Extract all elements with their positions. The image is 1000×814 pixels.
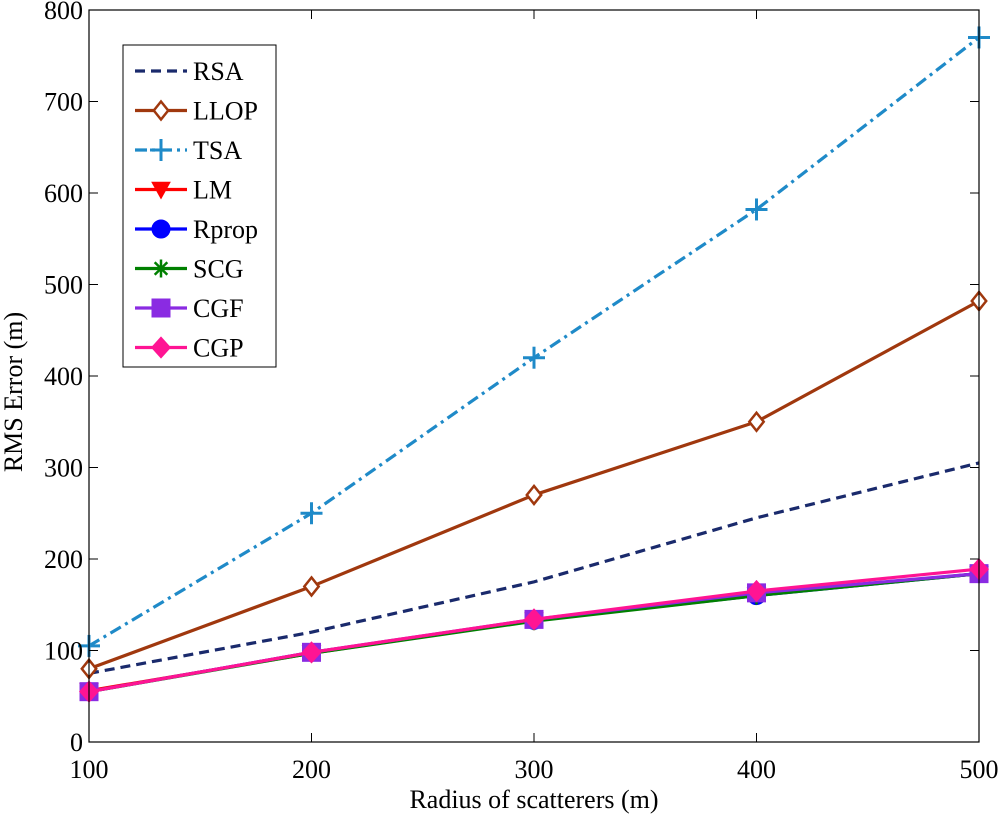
legend-item-tsa: TSA bbox=[135, 136, 242, 165]
legend-label: CGF bbox=[193, 294, 244, 323]
series-cgf bbox=[79, 564, 989, 702]
legend-item-cgf: CGF bbox=[135, 294, 244, 323]
legend-item-rsa: RSA bbox=[135, 57, 244, 86]
y-axis-label: RMS Error (m) bbox=[0, 312, 28, 472]
data-point bbox=[525, 483, 543, 506]
data-point bbox=[745, 198, 768, 221]
data-point bbox=[301, 641, 322, 664]
legend-marker bbox=[151, 298, 171, 318]
legend-item-llop: LLOP bbox=[135, 97, 258, 126]
series-line bbox=[88, 461, 980, 675]
series-line bbox=[88, 572, 980, 694]
legend-label: Rprop bbox=[193, 215, 258, 244]
legend-box bbox=[122, 44, 277, 368]
y-tick-label: 700 bbox=[44, 88, 83, 117]
legend-item-lm: LM bbox=[135, 176, 232, 205]
series-rsa bbox=[88, 461, 980, 675]
data-point bbox=[746, 579, 767, 603]
series-line bbox=[88, 572, 980, 694]
legend-label: SCG bbox=[193, 255, 244, 284]
legend-label: LM bbox=[193, 176, 232, 205]
data-point bbox=[747, 410, 766, 433]
x-tick-label: 200 bbox=[292, 755, 331, 784]
legend-item-rprop: Rprop bbox=[135, 215, 258, 244]
legend: RSA LLOP TSA LM Rprop SCG CGF CGP bbox=[122, 44, 277, 368]
series-line bbox=[88, 572, 980, 694]
legend-label: RSA bbox=[193, 57, 244, 86]
legend-marker bbox=[151, 219, 171, 239]
data-point bbox=[302, 575, 321, 598]
y-tick-label: 400 bbox=[44, 362, 83, 391]
x-tick-label: 100 bbox=[70, 755, 109, 784]
legend-label: LLOP bbox=[193, 97, 258, 126]
data-point bbox=[523, 346, 545, 369]
legend-marker bbox=[151, 181, 171, 200]
legend-marker bbox=[152, 99, 170, 122]
y-tick-label: 300 bbox=[44, 454, 83, 483]
y-tick-label: 200 bbox=[44, 545, 83, 574]
legend-item-scg: SCG bbox=[135, 255, 244, 284]
x-tick-label: 500 bbox=[960, 755, 999, 784]
y-tick-label: 600 bbox=[44, 179, 83, 208]
y-tick-label: 800 bbox=[44, 0, 83, 25]
legend-marker bbox=[150, 336, 172, 359]
x-tick-label: 300 bbox=[515, 755, 554, 784]
data-point bbox=[523, 608, 545, 631]
x-tick-label: 400 bbox=[737, 755, 776, 784]
data-point bbox=[300, 502, 323, 525]
legend-marker bbox=[152, 259, 170, 278]
x-axis-label: Radius of scatterers (m) bbox=[409, 785, 658, 814]
y-tick-label: 500 bbox=[44, 271, 83, 300]
y-tick-label: 100 bbox=[44, 637, 83, 666]
legend-marker bbox=[150, 139, 172, 161]
legend-label: TSA bbox=[193, 136, 242, 165]
legend-label: CGP bbox=[193, 334, 244, 363]
series-line bbox=[88, 572, 980, 693]
y-tick-label: 0 bbox=[70, 728, 83, 757]
legend-item-cgp: CGP bbox=[135, 334, 244, 363]
